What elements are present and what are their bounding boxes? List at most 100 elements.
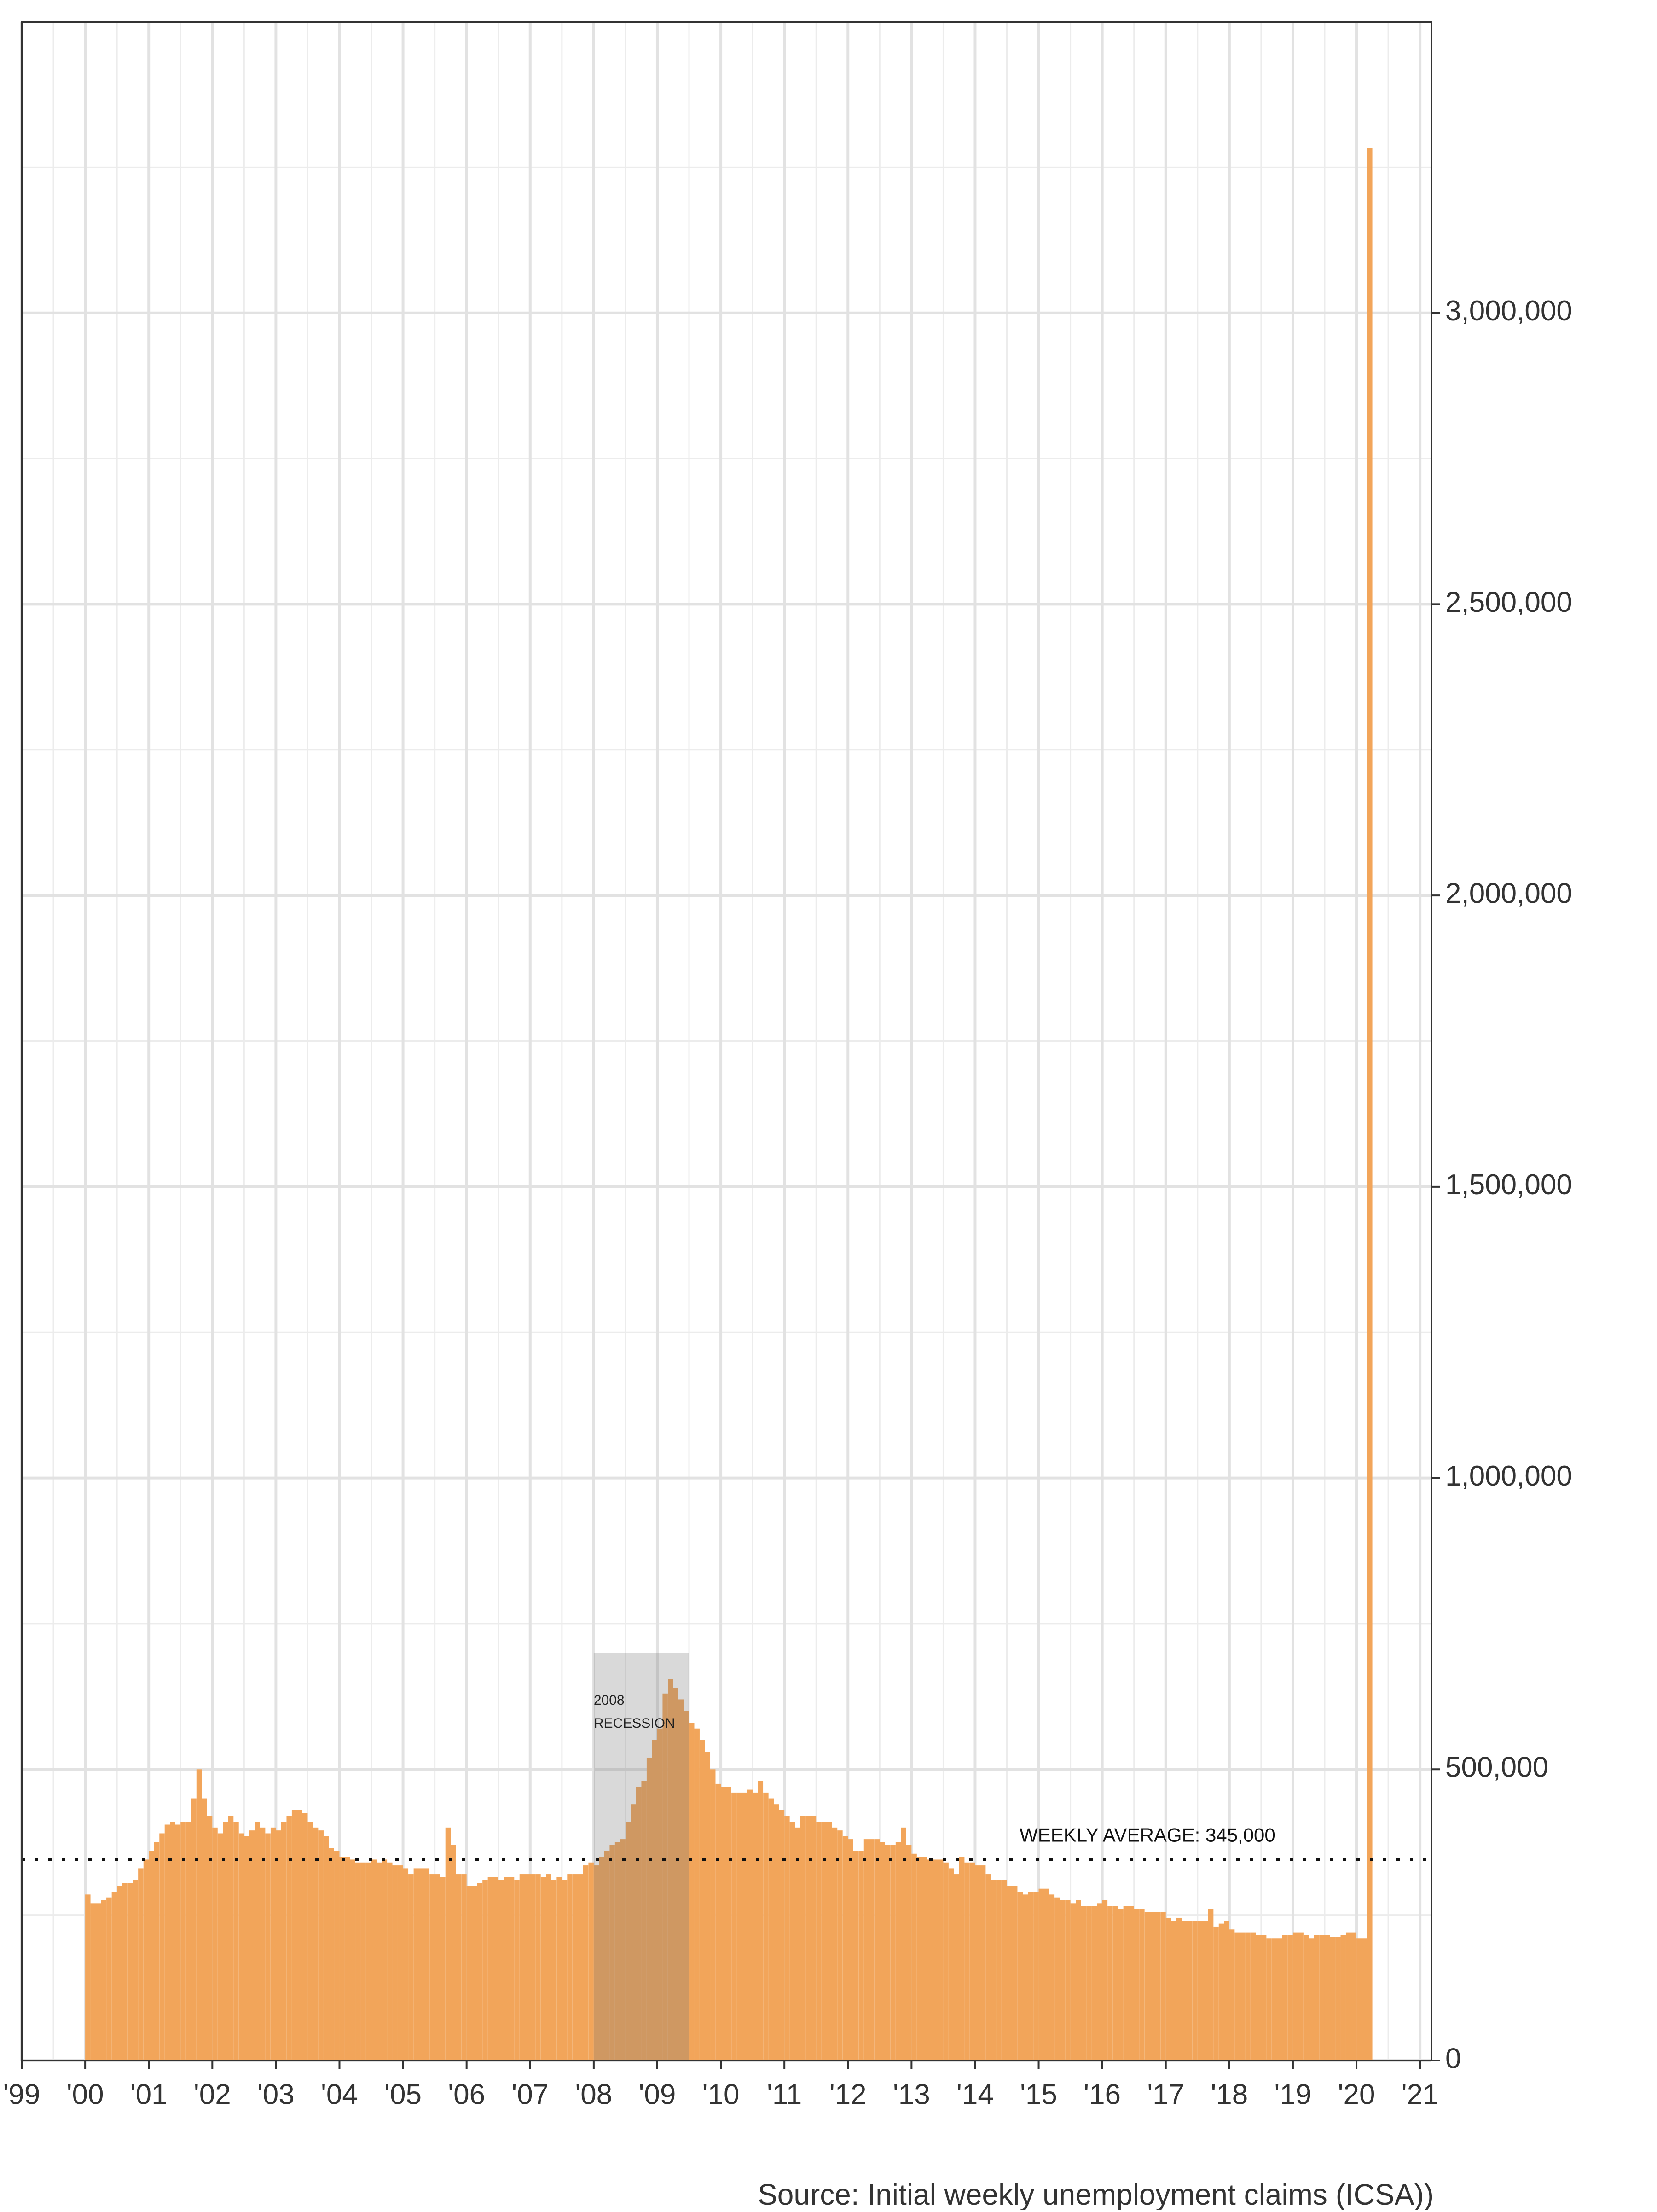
bar xyxy=(1234,1932,1240,2061)
bar xyxy=(530,1874,536,2061)
bar xyxy=(334,1851,340,2061)
bar xyxy=(265,1833,271,2061)
bar xyxy=(185,1822,191,2061)
x-tick-label: '15 xyxy=(1020,2078,1057,2110)
bar xyxy=(504,1877,509,2061)
bar xyxy=(1367,148,1373,2061)
bar xyxy=(456,1874,462,2061)
bar xyxy=(715,1783,721,2061)
bar xyxy=(1150,1912,1155,2061)
y-tick-label: 3,000,000 xyxy=(1445,295,1572,327)
bar xyxy=(398,1865,403,2061)
bar xyxy=(747,1789,753,2061)
bar xyxy=(1208,1909,1214,2061)
y-tick-label: 500,000 xyxy=(1445,1752,1548,1783)
bar xyxy=(1091,1906,1097,2061)
bar xyxy=(1060,1900,1066,2061)
bar xyxy=(387,1862,393,2061)
bar xyxy=(1160,1912,1166,2061)
bar xyxy=(255,1822,260,2061)
bar xyxy=(350,1859,356,2061)
x-tick-label: '11 xyxy=(767,2078,802,2110)
bar xyxy=(1340,1935,1346,2061)
bar xyxy=(641,1781,647,2061)
bar xyxy=(668,1679,673,2061)
bar xyxy=(371,1859,377,2061)
bar xyxy=(1266,1938,1272,2061)
bar xyxy=(191,1798,197,2061)
bar xyxy=(895,1842,901,2061)
bar xyxy=(811,1816,817,2061)
x-tick-label: '02 xyxy=(194,2078,231,2110)
bar xyxy=(514,1880,520,2061)
recession-band xyxy=(593,1653,689,2061)
bar xyxy=(753,1792,758,2061)
bar xyxy=(869,1839,875,2061)
bar xyxy=(302,1813,308,2061)
bar xyxy=(652,1740,657,2061)
bar xyxy=(631,1804,636,2061)
bar xyxy=(366,1862,371,2061)
bar xyxy=(1028,1892,1033,2061)
bar xyxy=(684,1711,689,2061)
x-tick-label: '05 xyxy=(384,2078,422,2110)
bar xyxy=(382,1859,388,2061)
bar xyxy=(276,1830,281,2061)
bar xyxy=(768,1798,774,2061)
bar xyxy=(519,1874,525,2061)
bar xyxy=(535,1874,541,2061)
x-tick-label: '20 xyxy=(1338,2078,1375,2110)
x-tick-label: '10 xyxy=(702,2078,740,2110)
source-note: Source: Initial weekly unemployment clai… xyxy=(758,2178,1434,2210)
bar xyxy=(1155,1912,1161,2061)
bar xyxy=(1345,1932,1351,2061)
bar xyxy=(392,1865,398,2061)
bar xyxy=(477,1883,483,2061)
bar xyxy=(260,1827,266,2061)
bar xyxy=(1324,1935,1330,2061)
bar xyxy=(143,1859,149,2061)
bar xyxy=(948,1868,954,2061)
x-tick-label: '04 xyxy=(321,2078,358,2110)
bar xyxy=(1118,1909,1124,2061)
bar xyxy=(1076,1900,1081,2061)
bar xyxy=(1139,1909,1145,2061)
bar xyxy=(175,1824,181,2061)
bar xyxy=(599,1857,604,2061)
bar xyxy=(620,1839,626,2061)
bar xyxy=(318,1830,324,2061)
bar xyxy=(1107,1906,1113,2061)
bar xyxy=(848,1839,853,2061)
bar xyxy=(90,1903,96,2061)
bar xyxy=(170,1822,175,2061)
average-label: WEEKLY AVERAGE: 345,000 xyxy=(1020,1824,1275,1846)
recession-label: 2008 xyxy=(594,1693,625,1708)
bar xyxy=(625,1822,631,2061)
bar xyxy=(1245,1932,1251,2061)
plot-frame xyxy=(21,21,1432,2061)
bar xyxy=(244,1836,249,2061)
bar xyxy=(360,1862,366,2061)
bar xyxy=(223,1822,228,2061)
bar xyxy=(1229,1929,1235,2061)
bar xyxy=(1023,1894,1028,2061)
bar xyxy=(916,1857,922,2061)
bar xyxy=(419,1868,424,2061)
bar xyxy=(413,1868,419,2061)
bar xyxy=(593,1865,599,2061)
bar xyxy=(1112,1906,1118,2061)
bar xyxy=(1351,1932,1357,2061)
bar xyxy=(636,1787,642,2061)
bar xyxy=(233,1822,239,2061)
bar xyxy=(789,1822,795,2061)
bar xyxy=(1224,1921,1229,2061)
bar xyxy=(964,1862,970,2061)
bar xyxy=(572,1874,578,2061)
bar xyxy=(313,1827,319,2061)
bar xyxy=(858,1851,864,2061)
x-tick-label: '13 xyxy=(893,2078,930,2110)
bar xyxy=(991,1880,997,2061)
bar xyxy=(721,1787,726,2061)
bar xyxy=(1309,1938,1314,2061)
bar xyxy=(1044,1888,1049,2061)
